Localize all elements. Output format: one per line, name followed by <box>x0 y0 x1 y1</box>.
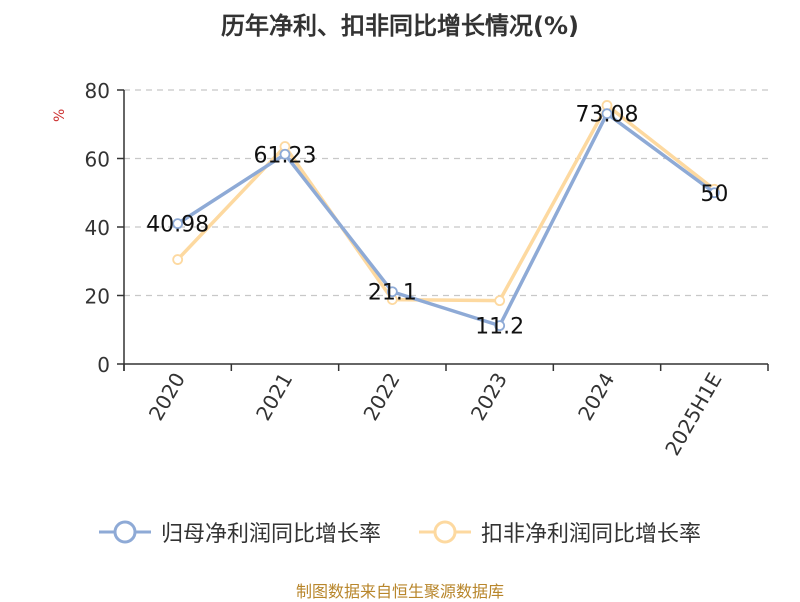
data-point <box>279 148 291 160</box>
x-tick-label: 2021 <box>251 369 297 425</box>
data-point <box>708 187 720 199</box>
data-label: 11.2 <box>475 315 524 340</box>
chart-title: 历年净利、扣非同比增长情况(%) <box>221 12 579 40</box>
data-point <box>172 218 184 230</box>
data-point <box>172 254 184 265</box>
x-tick-label: 2023 <box>466 368 512 424</box>
y-tick-label: 40 <box>85 216 110 240</box>
x-tick-label: 2020 <box>144 369 190 425</box>
data-point <box>601 108 613 120</box>
y-tick-label: 60 <box>85 148 110 172</box>
x-tick-label: 2022 <box>358 369 404 425</box>
x-tick-label: 2024 <box>573 369 619 425</box>
data-label: 40.98 <box>146 213 209 238</box>
legend-line-circle-icon <box>419 520 471 544</box>
data-point <box>494 320 506 332</box>
legend: 归母净利润同比增长率 扣非净利润同比增长率 <box>0 516 800 548</box>
legend-label: 扣非净利润同比增长率 <box>481 522 702 547</box>
legend-label: 归母净利润同比增长率 <box>160 522 381 547</box>
data-point <box>386 286 398 298</box>
data-label: 21.1 <box>368 281 417 306</box>
y-tick-label: 0 <box>97 353 110 377</box>
data-point <box>494 295 506 307</box>
legend-item-net-profit[interactable]: 归母净利润同比增长率 <box>98 516 381 548</box>
grid-lines <box>124 89 768 297</box>
series-lines <box>172 100 720 332</box>
legend-line-circle-icon <box>98 520 151 544</box>
axes: 0 20 40 60 80 2020 2021 2022 2023 2024 2025H1E <box>85 79 769 460</box>
legend-item-deducted-profit[interactable]: 扣非净利润同比增长率 <box>419 516 701 548</box>
source-note: 制图数据来自恒生聚源数据库 <box>295 582 504 601</box>
data-label: 73.08 <box>576 103 639 128</box>
data-label: 61.23 <box>254 143 317 168</box>
data-label: 50 <box>700 182 728 207</box>
y-tick-label: 80 <box>85 79 110 103</box>
data-labels: 40.98 61.23 21.1 11.2 73.08 50 <box>146 103 728 340</box>
y-tick-label: 20 <box>85 285 110 309</box>
series-line <box>176 111 716 328</box>
x-tick-label: 2025H1E <box>660 369 726 460</box>
